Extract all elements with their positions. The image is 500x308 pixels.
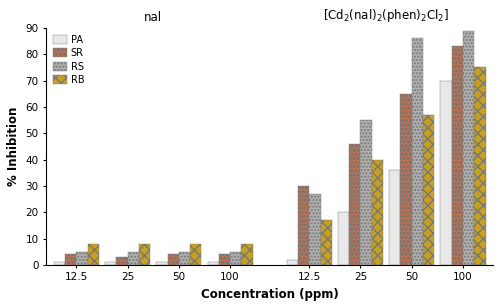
Bar <box>168 254 179 265</box>
Bar <box>116 257 128 265</box>
Text: nal: nal <box>144 11 163 24</box>
Bar <box>54 262 65 265</box>
Bar <box>190 244 202 265</box>
Bar <box>230 252 241 265</box>
Bar <box>320 220 332 265</box>
Bar <box>179 252 190 265</box>
Bar <box>219 254 230 265</box>
Bar <box>338 212 349 265</box>
Bar <box>88 244 99 265</box>
Bar <box>105 262 117 265</box>
Bar <box>360 120 372 265</box>
Bar <box>286 260 298 265</box>
Bar <box>400 94 411 265</box>
Bar <box>423 115 434 265</box>
Bar <box>440 81 452 265</box>
Bar <box>389 170 400 265</box>
Bar <box>412 38 423 265</box>
Bar <box>452 46 463 265</box>
Bar <box>242 244 252 265</box>
Bar <box>309 194 320 265</box>
Bar <box>372 160 383 265</box>
Bar <box>208 262 219 265</box>
Bar <box>139 244 150 265</box>
Y-axis label: % Inhibition: % Inhibition <box>7 107 20 186</box>
Bar <box>349 144 360 265</box>
X-axis label: Concentration (ppm): Concentration (ppm) <box>201 288 338 301</box>
Bar <box>76 252 88 265</box>
Bar <box>298 186 309 265</box>
Bar <box>156 262 168 265</box>
Legend: PA, SR, RS, RB: PA, SR, RS, RB <box>51 33 86 87</box>
Bar <box>474 67 486 265</box>
Bar <box>65 254 76 265</box>
Bar <box>463 30 474 265</box>
Text: [Cd$_2$(nal)$_2$(phen)$_2$Cl$_2$]: [Cd$_2$(nal)$_2$(phen)$_2$Cl$_2$] <box>323 7 449 24</box>
Bar <box>128 252 139 265</box>
